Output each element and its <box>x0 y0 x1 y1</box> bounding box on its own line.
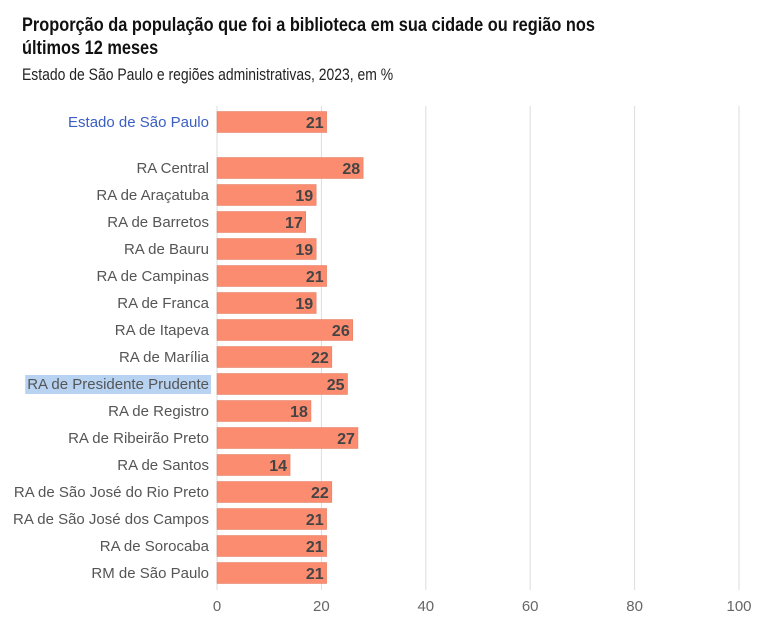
x-tick-label: 0 <box>213 598 221 615</box>
x-tick-label: 40 <box>417 598 434 615</box>
bar <box>216 111 327 133</box>
bar <box>216 481 333 503</box>
bar-value-label: 21 <box>306 269 324 286</box>
x-tick-label: 80 <box>626 598 643 615</box>
bar <box>216 292 317 314</box>
category-label: RA de Araçatuba <box>96 187 209 204</box>
bar <box>216 346 333 368</box>
category-label: RM de São Paulo <box>91 565 209 582</box>
bar-value-label: 19 <box>295 296 313 313</box>
bar-value-label: 19 <box>295 242 313 259</box>
bar <box>216 319 353 341</box>
category-label: RA de Marília <box>119 349 210 366</box>
bar <box>216 400 312 422</box>
bar <box>216 184 317 206</box>
category-label: Estado de São Paulo <box>68 114 209 131</box>
chart-subtitle: Estado de São Paulo e regiões administra… <box>22 65 394 84</box>
bar <box>216 265 327 287</box>
bar <box>216 157 364 179</box>
bar-value-label: 17 <box>285 215 303 232</box>
category-label: RA de Ribeirão Preto <box>68 430 209 447</box>
bar <box>216 427 359 449</box>
x-tick-label: 100 <box>726 598 751 615</box>
category-label: RA de Registro <box>108 403 209 420</box>
category-label: RA Central <box>136 160 209 177</box>
category-label: RA de Bauru <box>124 241 209 258</box>
bar-value-label: 25 <box>327 377 345 394</box>
bar-value-label: 21 <box>306 115 324 132</box>
chart-title: Proporção da população que foi a bibliot… <box>22 15 595 59</box>
category-highlight <box>25 375 211 394</box>
category-label: RA de Barretos <box>107 214 209 231</box>
bar <box>216 454 291 476</box>
bar-value-label: 14 <box>269 458 287 475</box>
category-label: RA de Sorocaba <box>100 538 210 555</box>
category-label: RA de Franca <box>117 295 209 312</box>
category-label: RA de Presidente Prudente <box>27 376 209 393</box>
bar-value-label: 21 <box>306 539 324 556</box>
bar <box>216 535 327 557</box>
bar-value-label: 21 <box>306 566 324 583</box>
bar-value-label: 22 <box>311 350 329 367</box>
bar-value-label: 26 <box>332 323 350 340</box>
bar-value-label: 27 <box>337 431 355 448</box>
bar <box>216 562 327 584</box>
bar <box>216 238 317 260</box>
category-label: RA de Santos <box>117 457 209 474</box>
x-tick-label: 60 <box>522 598 539 615</box>
bar <box>216 508 327 530</box>
bar <box>216 373 348 395</box>
bar <box>216 211 306 233</box>
category-label: RA de Campinas <box>96 268 209 285</box>
category-label: RA de Itapeva <box>115 322 210 339</box>
bar-value-label: 28 <box>342 161 360 178</box>
bar-value-label: 19 <box>295 188 313 205</box>
category-label: RA de São José do Rio Preto <box>14 484 209 501</box>
x-tick-label: 20 <box>313 598 330 615</box>
bar-value-label: 21 <box>306 512 324 529</box>
bar-value-label: 18 <box>290 404 308 421</box>
category-label: RA de São José dos Campos <box>13 511 209 528</box>
bar-value-label: 22 <box>311 485 329 502</box>
